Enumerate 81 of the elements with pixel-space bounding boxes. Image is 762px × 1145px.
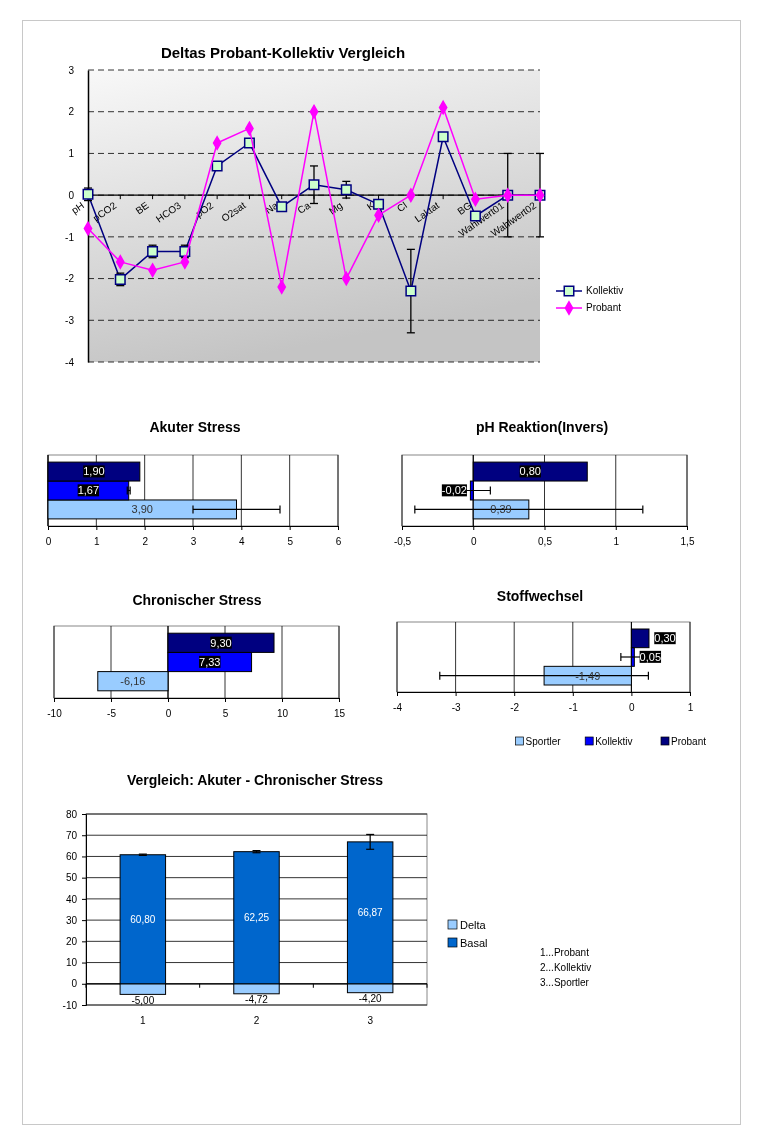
y-tick-label: -2	[65, 273, 75, 285]
y-tick-label: 2	[68, 106, 75, 118]
legend-label: Delta	[460, 918, 487, 931]
x-tick-label: -0,5	[393, 536, 412, 548]
data-label: -6,16	[120, 675, 146, 688]
y-tick-label: 70	[65, 829, 78, 841]
legend-label: Kollektiv	[595, 736, 633, 748]
y-tick-label: 30	[65, 914, 78, 926]
y-tick-label: 0	[68, 189, 75, 201]
data-label: 62,25	[243, 912, 270, 924]
data-label: -0,02	[441, 484, 467, 497]
x-tick-label: 15	[333, 708, 346, 720]
data-label: 3,90	[131, 503, 153, 516]
x-tick-label: -4	[393, 702, 403, 714]
data-label: 0,05	[639, 650, 662, 663]
x-tick-label: -10	[47, 708, 63, 720]
x-tick-label: -5	[107, 708, 117, 720]
y-tick-label: -10	[62, 999, 78, 1011]
text: 3...Sportler	[540, 977, 590, 988]
y-tick-label: 10	[65, 957, 78, 969]
chart-title: Akuter Stress	[149, 419, 241, 435]
data-label: 66,87	[357, 907, 384, 919]
data-label: 0,80	[519, 465, 541, 478]
x-tick-label: 1	[94, 536, 101, 548]
x-tick-label: -1	[568, 702, 579, 714]
y-tick-label: 3	[68, 64, 75, 76]
y-tick-label: 40	[65, 893, 78, 905]
data-label: -4,72	[245, 994, 269, 1006]
y-tick-label: 0	[71, 978, 78, 990]
x-tick-label: 0	[165, 708, 172, 720]
y-tick-label: 60	[65, 851, 78, 863]
y-tick-label: 1	[68, 148, 75, 160]
x-tick-label: Cl	[394, 199, 410, 215]
x-tick-label: 0	[470, 536, 477, 548]
data-label: 60,80	[130, 913, 156, 925]
data-label: 9,30	[210, 636, 232, 649]
data-label: 0,30	[654, 632, 676, 645]
data-label: 7,33	[199, 655, 221, 668]
y-tick-label: -3	[65, 314, 75, 326]
chart-title: pH Reaktion(Invers)	[475, 419, 609, 435]
x-tick-label: Ca	[295, 199, 313, 216]
x-tick-label: 1	[613, 536, 620, 548]
x-tick-label: 10	[276, 708, 289, 720]
data-label: -5,00	[131, 994, 155, 1006]
legend-label: Basal	[460, 936, 488, 949]
x-tick-label: 1,5	[680, 536, 695, 548]
legend-label: Kollektiv	[586, 285, 624, 297]
data-label: -4,20	[358, 993, 382, 1005]
x-tick-label: 2	[253, 1015, 260, 1026]
x-tick-label: pH	[69, 199, 87, 216]
data-label: 1,67	[77, 484, 100, 497]
chart-title: Chronischer Stress	[132, 592, 262, 608]
x-tick-label: -2	[510, 702, 520, 714]
y-tick-label: 50	[65, 872, 78, 884]
x-tick-label: 0	[45, 536, 52, 548]
y-tick-label: 20	[65, 936, 78, 948]
x-tick-label: -3	[451, 702, 461, 714]
data-label: 1,90	[83, 465, 105, 478]
x-tick-label: 1	[687, 702, 694, 714]
legend-label: Sportler	[525, 736, 562, 748]
x-tick-label: Mg	[326, 199, 345, 217]
x-tick-label: 5	[287, 536, 294, 548]
text: 2...Kollektiv	[540, 962, 592, 973]
x-tick-label: 1	[140, 1015, 147, 1026]
x-tick-label: 3	[367, 1015, 374, 1026]
y-tick-label: 80	[65, 808, 78, 820]
chart-title: Stoffwechsel	[496, 588, 584, 604]
x-tick-label: 3	[190, 536, 197, 548]
text: 1...Probant	[540, 947, 590, 958]
legend-label: Probant	[671, 736, 707, 748]
x-tick-label: BE	[133, 199, 151, 217]
x-tick-label: 5	[222, 708, 229, 720]
x-tick-label: 2	[142, 536, 149, 548]
y-tick-label: -4	[65, 356, 75, 368]
chart-title: Vergleich: Akuter - Chronischer Stress	[126, 772, 384, 788]
x-tick-label: 6	[335, 536, 342, 548]
chart-title: Deltas Probant-Kollektiv Vergleich	[160, 44, 406, 61]
x-tick-label: 0,5	[538, 536, 553, 548]
x-tick-label: 4	[239, 536, 246, 548]
x-tick-label: 0	[629, 702, 636, 714]
legend-label: Probant	[586, 302, 622, 314]
